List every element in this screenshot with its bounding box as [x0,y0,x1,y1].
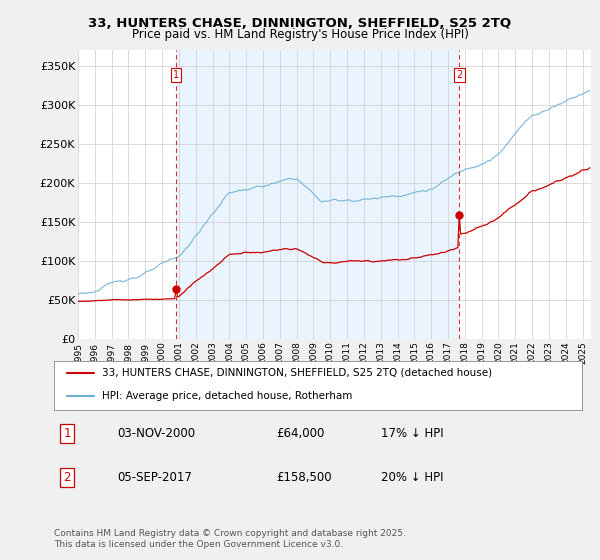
Text: 33, HUNTERS CHASE, DINNINGTON, SHEFFIELD, S25 2TQ: 33, HUNTERS CHASE, DINNINGTON, SHEFFIELD… [88,17,512,30]
Text: 33, HUNTERS CHASE, DINNINGTON, SHEFFIELD, S25 2TQ (detached house): 33, HUNTERS CHASE, DINNINGTON, SHEFFIELD… [101,368,491,378]
Text: HPI: Average price, detached house, Rotherham: HPI: Average price, detached house, Roth… [101,391,352,401]
Text: £64,000: £64,000 [276,427,324,440]
Text: 2: 2 [64,471,71,484]
Text: 17% ↓ HPI: 17% ↓ HPI [382,427,444,440]
Text: 20% ↓ HPI: 20% ↓ HPI [382,471,444,484]
Text: 1: 1 [173,71,179,80]
Text: Price paid vs. HM Land Registry's House Price Index (HPI): Price paid vs. HM Land Registry's House … [131,28,469,41]
Text: 03-NOV-2000: 03-NOV-2000 [118,427,196,440]
Text: 2: 2 [456,71,463,80]
Text: £158,500: £158,500 [276,471,331,484]
Text: 05-SEP-2017: 05-SEP-2017 [118,471,192,484]
Text: 1: 1 [64,427,71,440]
Text: Contains HM Land Registry data © Crown copyright and database right 2025.
This d: Contains HM Land Registry data © Crown c… [54,529,406,549]
Bar [176,50,460,339]
